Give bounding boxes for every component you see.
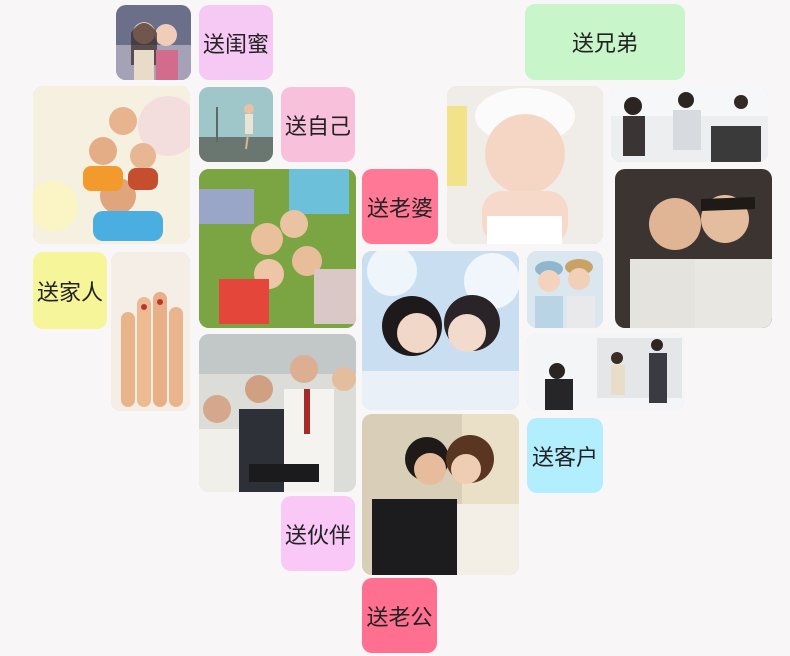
category-guimi-button[interactable]: 送闺蜜 — [199, 5, 273, 80]
photo-girlfriends[interactable] — [116, 5, 191, 80]
photo-family-grass[interactable] — [199, 169, 356, 328]
category-jiaren-button[interactable]: 送家人 — [33, 252, 107, 329]
category-ziji-label: 送自己 — [284, 114, 351, 140]
category-kehu-label: 送客户 — [531, 445, 598, 471]
photo-wedding-couple[interactable] — [362, 414, 519, 575]
category-xiongdi-button[interactable]: 送兄弟 — [525, 4, 685, 80]
photo-couple-winter[interactable] — [362, 251, 519, 410]
photo-office-handshake[interactable] — [527, 333, 684, 410]
category-huoban-button[interactable]: 送伙伴 — [281, 496, 355, 571]
category-laogong-label: 送老公 — [366, 605, 433, 631]
photo-finger-family[interactable] — [111, 252, 190, 411]
photo-family-group[interactable] — [33, 86, 190, 244]
category-jiaren-label: 送家人 — [36, 280, 103, 306]
category-xiongdi-label: 送兄弟 — [571, 32, 638, 57]
category-ziji-button[interactable]: 送自己 — [281, 87, 355, 162]
photo-woman-beach[interactable] — [199, 87, 273, 162]
category-huoban-label: 送伙伴 — [284, 523, 351, 549]
photo-two-men[interactable] — [615, 169, 772, 328]
photo-business-partners[interactable] — [199, 334, 356, 492]
photo-toddlers[interactable] — [527, 251, 603, 328]
photo-baby[interactable] — [447, 86, 603, 244]
category-guimi-label: 送闺蜜 — [202, 32, 269, 58]
photo-business-meeting[interactable] — [611, 86, 768, 162]
category-laopo-label: 送老婆 — [366, 196, 433, 222]
category-laopo-button[interactable]: 送老婆 — [362, 169, 438, 244]
category-kehu-button[interactable]: 送客户 — [527, 418, 603, 493]
category-laogong-button[interactable]: 送老公 — [362, 578, 437, 653]
